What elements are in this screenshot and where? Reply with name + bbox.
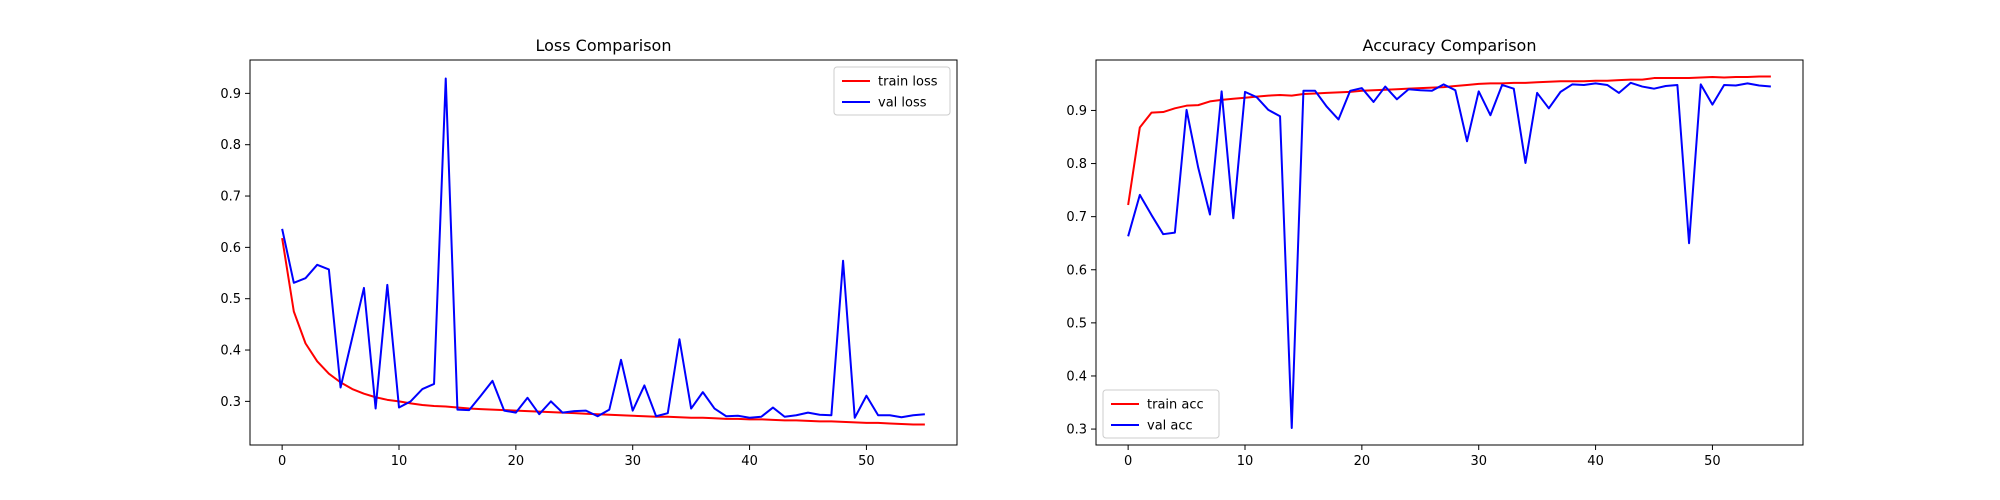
y-tick-label: 0.5 [220,292,241,307]
x-tick-label: 30 [1470,454,1487,469]
x-tick-label: 30 [624,454,641,469]
chart-0: Loss Comparison 0 10 20 30 40 50 0.3 0.4 0.5 0.6 0.… [220,36,958,469]
legend: train loss val loss [833,66,951,116]
x-tick-label: 0 [278,454,286,469]
y-tick-label: 0.7 [1066,210,1087,225]
chart-title: Accuracy Comparison [1363,36,1537,55]
legend-label: val acc [1147,419,1193,434]
series-line-val-loss [281,77,925,419]
x-tick-label: 20 [1354,454,1371,469]
y-tick-label: 0.8 [1066,157,1087,172]
y-tick-label: 0.7 [220,190,241,205]
y-tick-label: 0.6 [1066,263,1087,278]
y-tick-label: 0.5 [1066,316,1087,331]
axes-frame [249,59,958,446]
y-tick-label: 0.8 [220,138,241,153]
y-tick-label: 0.3 [220,395,241,410]
x-tick-label: 40 [741,454,758,469]
y-tick-label: 0.9 [1066,104,1087,119]
x-tick-label: 50 [1704,454,1721,469]
x-tick-label: 0 [1124,454,1132,469]
legend-label: val loss [878,96,927,111]
legend: train acc val acc [1102,389,1220,439]
series-line-train-loss [281,237,925,426]
y-tick-label: 0.4 [1066,369,1087,384]
legend-label: train loss [878,75,938,90]
y-tick-label: 0.4 [220,344,241,359]
chart-1: Accuracy Comparison 0 10 20 30 40 50 0.3 0.4 0.5 0… [1066,36,1804,469]
x-tick-label: 40 [1587,454,1604,469]
x-tick-label: 10 [391,454,408,469]
chart-title: Loss Comparison [536,36,672,55]
x-tick-label: 20 [508,454,525,469]
y-tick-label: 0.9 [220,87,241,102]
legend-label: train acc [1147,398,1204,413]
y-tick-label: 0.6 [220,241,241,256]
axes-frame [1095,59,1804,446]
series-line-val-acc [1127,81,1771,430]
x-tick-label: 50 [858,454,875,469]
y-tick-label: 0.3 [1066,423,1087,438]
x-tick-label: 10 [1237,454,1254,469]
